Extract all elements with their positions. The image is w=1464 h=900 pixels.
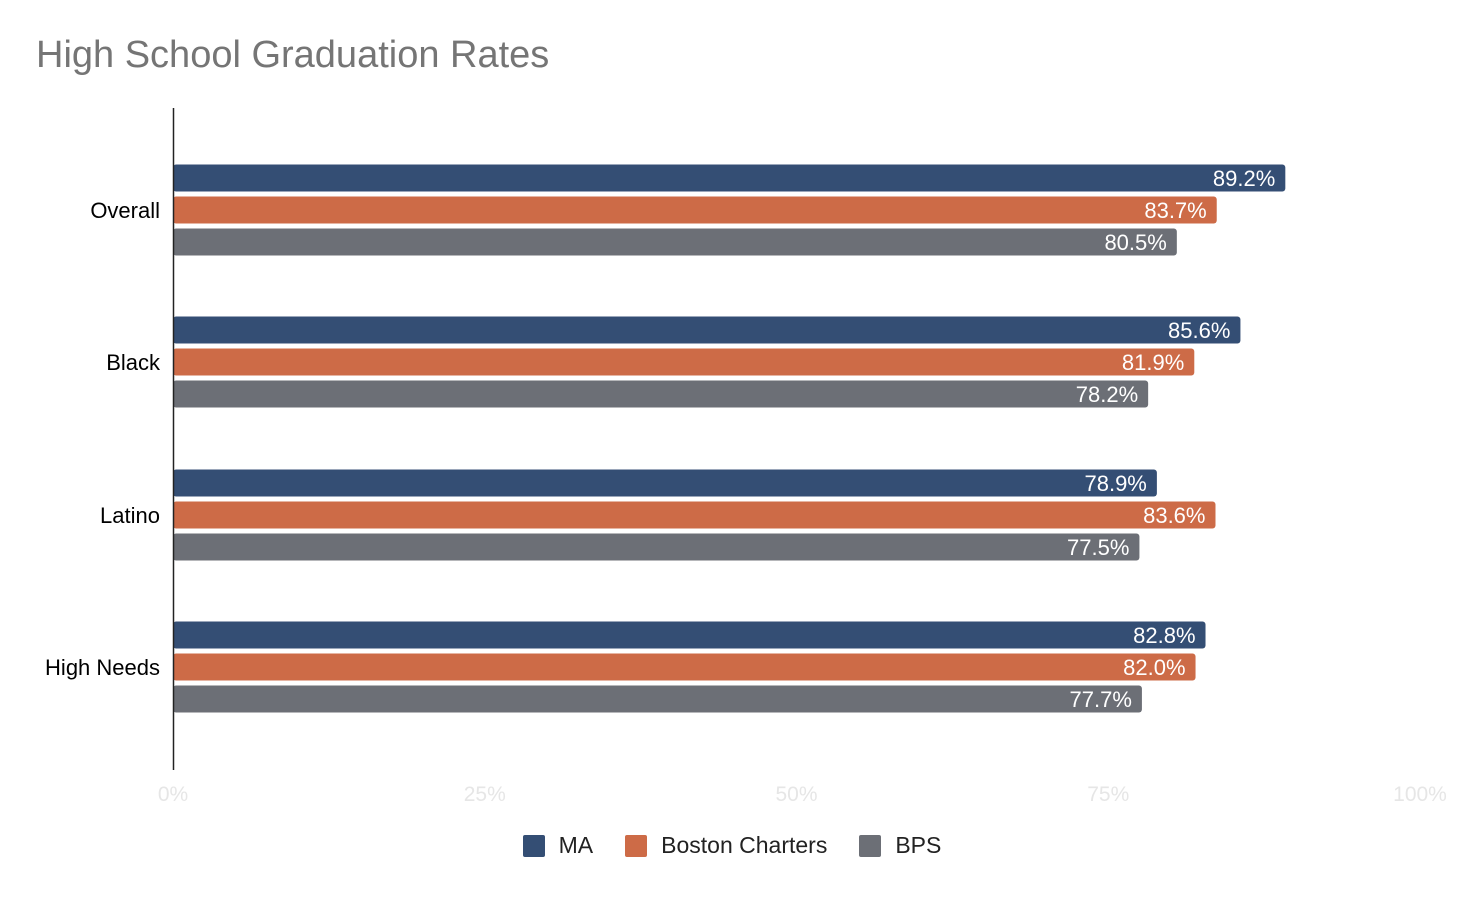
x-tick-label: 75% [1087,783,1129,806]
category-label: Overall [90,198,160,223]
x-tick-label: 0% [158,783,188,806]
bar-ma [173,621,1206,649]
legend-label: Boston Charters [661,832,828,858]
data-label: 80.5% [1104,230,1166,255]
category-labels: Overall Black Latino High Needs [45,198,161,680]
data-label: 85.6% [1168,318,1230,343]
bar-bps [173,380,1149,408]
data-label: 89.2% [1213,166,1275,191]
legend-swatch [625,834,648,857]
data-label: 83.7% [1144,198,1206,223]
legend-swatch [522,834,545,857]
bar-ma [173,316,1241,344]
legend-item: MA [522,832,594,859]
legend-label: MA [558,832,594,858]
bar-boston-charters [173,501,1216,529]
data-label: 78.9% [1084,471,1146,496]
data-label: 82.0% [1123,655,1185,680]
bar-ma [173,469,1157,497]
x-axis-ticks: 0% 25% 50% 75% 100% [158,783,1447,806]
x-tick-label: 100% [1393,783,1447,806]
chart-title: High School Graduation Rates [36,34,550,76]
bar-boston-charters [173,348,1195,376]
bar-bps [173,533,1140,561]
category-label: Latino [100,503,160,528]
bar-ma [173,164,1286,192]
legend-item: Boston Charters [625,832,827,859]
x-tick-label: 50% [775,783,817,806]
category-label: High Needs [45,655,160,680]
bar-boston-charters [173,653,1196,681]
data-label: 81.9% [1122,350,1184,375]
data-label: 77.5% [1067,535,1129,560]
legend-swatch [859,834,882,857]
bar-boston-charters [173,196,1217,224]
data-label: 77.7% [1070,687,1132,712]
category-label: Black [106,350,161,375]
bar-bps [173,685,1142,713]
x-tick-label: 25% [464,783,506,806]
legend-item: BPS [859,832,941,859]
legend-label: BPS [895,832,942,858]
data-label: 83.6% [1143,503,1205,528]
data-label: 78.2% [1076,382,1138,407]
bars-layer: 89.2% 83.7% 80.5% 85.6% 81.9% 78.2% 78.9% 83.6%… [173,164,1286,713]
data-label: 82.8% [1133,623,1195,648]
legend: MA Boston Charters BPS [0,832,1464,859]
bar-bps [173,228,1177,256]
